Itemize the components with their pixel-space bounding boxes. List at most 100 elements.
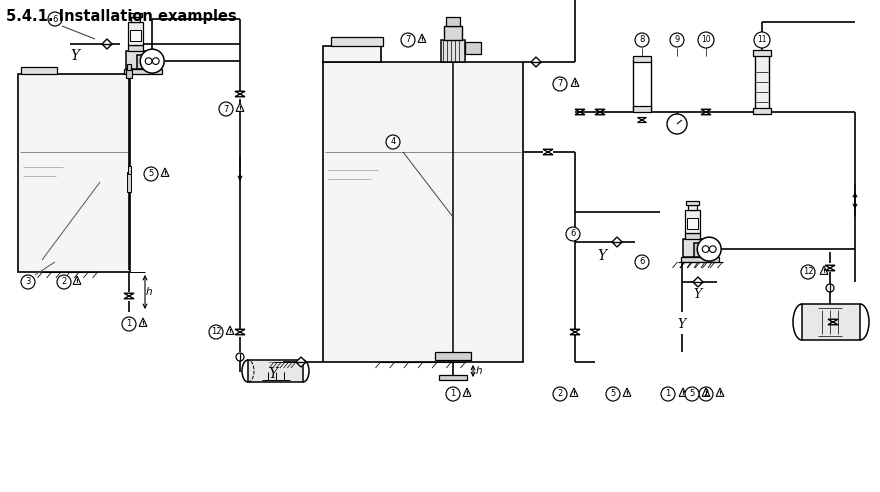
Polygon shape [820, 266, 828, 275]
Bar [128, 45, 143, 51]
Text: 2: 2 [62, 277, 67, 286]
Text: 8: 8 [639, 35, 645, 44]
Text: 5: 5 [611, 390, 616, 399]
Bar [753, 108, 771, 114]
Circle shape [566, 227, 580, 241]
Polygon shape [570, 329, 580, 335]
Text: 6: 6 [52, 14, 58, 24]
Polygon shape [623, 388, 631, 397]
Circle shape [145, 58, 152, 64]
Bar [127, 64, 131, 70]
Text: !: ! [76, 279, 78, 284]
Circle shape [698, 32, 714, 48]
Polygon shape [825, 265, 835, 271]
Text: !: ! [229, 329, 231, 334]
Bar [633, 106, 651, 112]
Bar [130, 30, 141, 41]
Circle shape [754, 32, 770, 48]
Bar [128, 166, 130, 174]
Polygon shape [679, 388, 687, 397]
Text: 7: 7 [406, 35, 411, 44]
Text: 1: 1 [451, 390, 456, 399]
Circle shape [670, 33, 684, 47]
Circle shape [48, 12, 62, 26]
Polygon shape [73, 276, 81, 284]
Polygon shape [102, 39, 112, 49]
Text: !: ! [682, 391, 685, 396]
Text: 6: 6 [639, 257, 645, 267]
Circle shape [685, 387, 699, 401]
Bar [755, 55, 769, 110]
Bar [465, 42, 481, 54]
Polygon shape [139, 318, 147, 326]
Bar [694, 243, 708, 257]
Text: !: ! [823, 269, 825, 275]
Text: 5: 5 [689, 390, 694, 399]
Polygon shape [531, 57, 541, 67]
Polygon shape [543, 149, 553, 155]
Text: 2: 2 [557, 390, 562, 399]
Circle shape [401, 33, 415, 47]
Text: 1: 1 [665, 390, 671, 399]
Bar [331, 37, 383, 46]
Bar [435, 352, 471, 360]
Bar [633, 56, 651, 62]
Polygon shape [463, 388, 471, 397]
Circle shape [697, 237, 722, 261]
Polygon shape [702, 388, 710, 397]
Bar [127, 51, 145, 69]
Text: Y: Y [70, 49, 79, 63]
Circle shape [709, 246, 716, 252]
Circle shape [606, 387, 620, 401]
Text: 2: 2 [703, 390, 708, 399]
Text: !: ! [626, 391, 628, 396]
Polygon shape [226, 326, 234, 335]
Polygon shape [124, 293, 134, 299]
Text: 12: 12 [210, 328, 221, 337]
Text: 4: 4 [391, 137, 396, 147]
Polygon shape [595, 109, 605, 115]
Circle shape [57, 275, 71, 289]
Text: 12: 12 [803, 268, 813, 277]
Bar [124, 69, 162, 74]
Polygon shape [571, 78, 579, 87]
Text: 5.4.1. Installation examples: 5.4.1. Installation examples [6, 9, 237, 24]
Text: 10: 10 [701, 35, 711, 44]
Bar [441, 40, 465, 62]
Circle shape [702, 246, 709, 252]
Bar [686, 201, 699, 205]
Polygon shape [235, 329, 245, 335]
Polygon shape [418, 34, 426, 42]
Bar [753, 50, 771, 56]
Text: 7: 7 [557, 80, 562, 89]
Bar [633, 60, 651, 110]
Bar [680, 257, 719, 262]
Circle shape [699, 387, 713, 401]
Polygon shape [693, 277, 703, 287]
Text: Y: Y [598, 249, 606, 263]
Text: !: ! [574, 81, 576, 86]
Bar [323, 46, 381, 62]
Text: h: h [476, 366, 482, 376]
Polygon shape [235, 91, 245, 97]
Polygon shape [701, 109, 711, 115]
Text: 9: 9 [674, 35, 679, 44]
Circle shape [140, 49, 165, 73]
Circle shape [826, 284, 834, 292]
Circle shape [446, 387, 460, 401]
Polygon shape [575, 109, 585, 115]
Text: !: ! [142, 321, 144, 326]
Text: 5: 5 [149, 170, 154, 179]
Bar [127, 172, 131, 192]
Bar [129, 13, 142, 17]
Text: !: ! [573, 391, 576, 396]
Text: !: ! [466, 391, 468, 396]
Text: !: ! [421, 37, 423, 42]
Circle shape [209, 325, 223, 339]
Circle shape [386, 135, 400, 149]
Polygon shape [716, 388, 724, 397]
Circle shape [801, 265, 815, 279]
Text: !: ! [705, 391, 708, 396]
Bar [444, 26, 462, 40]
Circle shape [219, 102, 233, 116]
